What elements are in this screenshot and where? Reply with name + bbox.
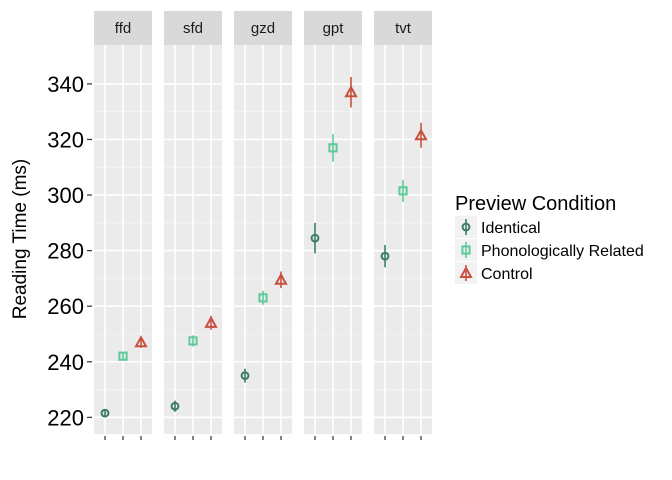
data-point — [274, 272, 288, 285]
panel-gpt: gpt — [304, 11, 362, 440]
y-tick-label: 260 — [47, 294, 84, 319]
panel-gzd: gzd — [234, 11, 292, 440]
data-point — [459, 265, 473, 278]
panel-strip — [164, 11, 222, 45]
panel-tvt: tvt — [374, 11, 432, 440]
data-point — [134, 335, 148, 348]
data-point — [398, 186, 408, 196]
y-tick-label: 280 — [47, 239, 84, 264]
data-point — [258, 293, 268, 303]
y-axis-title: Reading Time (ms) — [10, 159, 31, 320]
legend-label: Phonologically Related — [481, 243, 644, 260]
panel-strip — [304, 11, 362, 45]
y-tick-label: 220 — [47, 405, 84, 430]
data-point — [100, 408, 110, 418]
panel-strip — [94, 11, 152, 45]
legend-item: Phonologically Related — [455, 239, 644, 261]
data-point — [461, 245, 471, 255]
panels: ffd sfd gzd gpt tvt — [94, 11, 432, 440]
panel-strip — [234, 11, 292, 45]
y-tick-label: 240 — [47, 350, 84, 375]
panel-strip-label: gzd — [251, 20, 275, 37]
panel-strip — [374, 11, 432, 45]
legend-label: Control — [481, 266, 533, 283]
panel-strip-label: sfd — [183, 20, 203, 37]
panel-ffd: ffd — [94, 11, 152, 440]
legend-label: Identical — [481, 220, 541, 237]
legend-item: Control — [455, 262, 533, 284]
panel-strip-label: gpt — [323, 20, 345, 37]
panel-strip-label: ffd — [115, 20, 131, 37]
data-point — [170, 401, 180, 411]
panel-sfd: sfd — [164, 11, 222, 440]
legend-items: Identical Phonologically Related Control — [455, 216, 644, 284]
data-point — [380, 251, 390, 261]
data-point — [344, 85, 358, 98]
data-point — [310, 233, 320, 243]
data-point — [414, 128, 428, 141]
data-point — [188, 336, 198, 346]
legend: Preview Condition Identical Phonologicall… — [455, 193, 644, 284]
data-point — [328, 143, 338, 153]
y-tick-label: 320 — [47, 127, 84, 152]
panel-strip-label: tvt — [395, 20, 412, 37]
legend-item: Identical — [455, 216, 541, 238]
y-tick-label: 340 — [47, 72, 84, 97]
data-point — [204, 315, 218, 328]
data-point — [461, 222, 471, 232]
y-tick-label: 300 — [47, 183, 84, 208]
data-point — [240, 371, 250, 381]
y-axis: 220 240 260 280 300 320 340 — [47, 72, 92, 430]
data-point — [118, 351, 128, 361]
legend-title: Preview Condition — [455, 193, 616, 215]
